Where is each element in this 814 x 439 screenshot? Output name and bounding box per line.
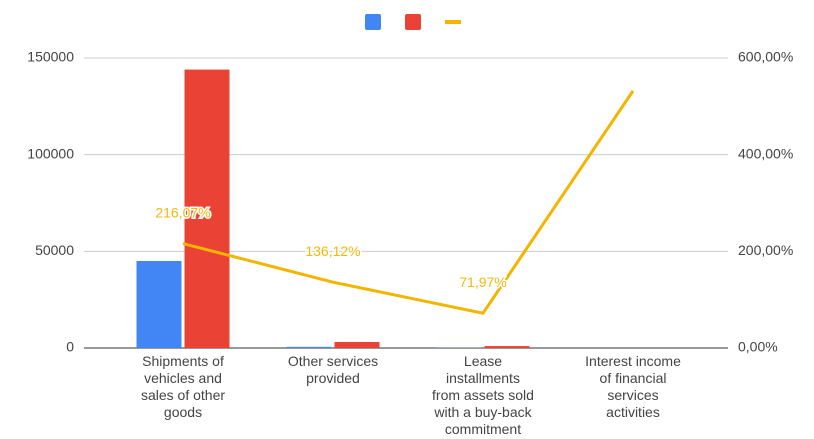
- y-tick-label: 50000: [35, 242, 74, 258]
- bar: [484, 346, 530, 348]
- y2-tick-label: 400,00%: [738, 145, 793, 161]
- line: [182, 90, 635, 315]
- data-label: 216,07%: [155, 204, 210, 220]
- legend-swatch: [445, 20, 461, 24]
- y2-tick-label: 0,00%: [738, 339, 778, 355]
- y-tick-label: 0: [66, 339, 74, 355]
- y2-tick-label: 200,00%: [738, 242, 793, 258]
- data-label: 136,12%: [305, 243, 360, 259]
- x-tick-label: Shipments of vehicles and sales of other go…: [141, 353, 225, 420]
- y-tick-label: 100000: [27, 145, 74, 161]
- bar: [136, 261, 182, 348]
- legend-swatch: [405, 14, 421, 30]
- x-tick-label: Lease installments from assets sold with a …: [432, 353, 534, 437]
- legend-swatch: [365, 14, 381, 30]
- bar: [286, 346, 332, 348]
- y-tick-label: 150000: [27, 49, 74, 65]
- x-tick-label: Interest income of financial services activ…: [585, 353, 681, 420]
- bar: [184, 69, 230, 348]
- x-tick-label: Other services provided: [288, 353, 378, 386]
- bar: [334, 342, 380, 348]
- data-label: 71,97%: [459, 274, 506, 290]
- y2-tick-label: 600,00%: [738, 49, 793, 65]
